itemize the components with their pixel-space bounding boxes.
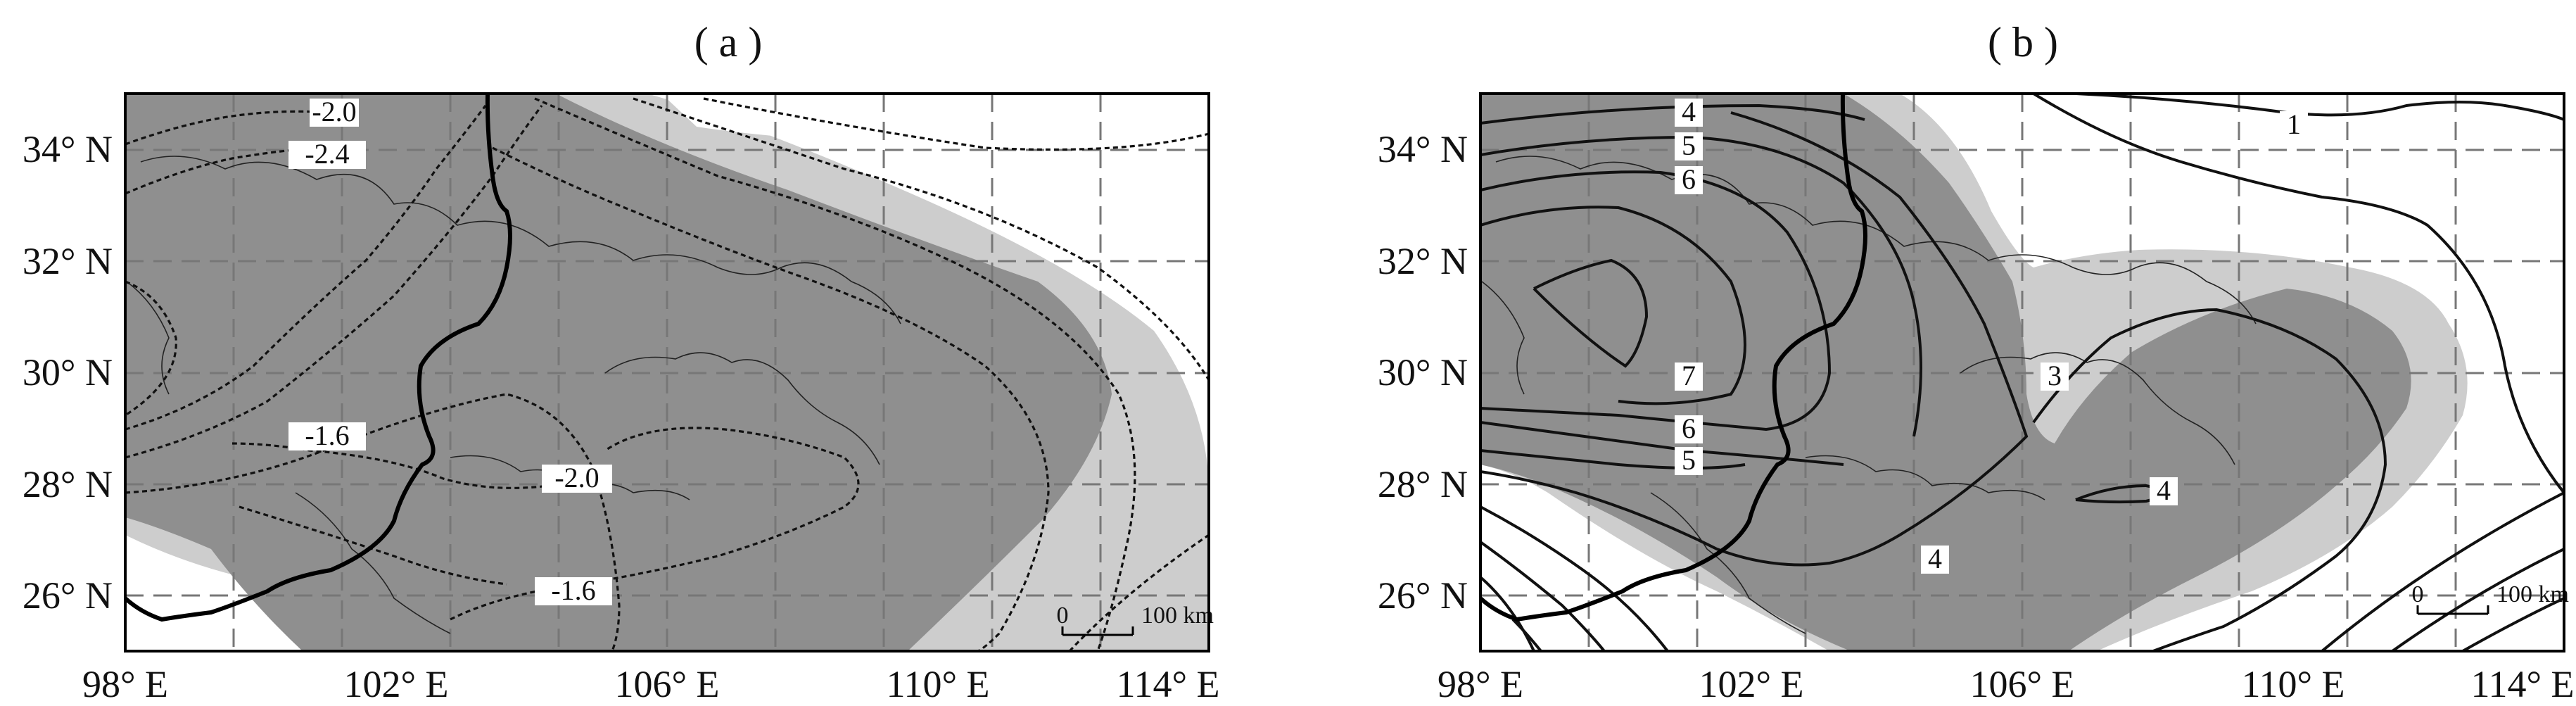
contour-label-b2: 5 [1682, 130, 1696, 161]
panel-a: ( a ) [23, 19, 1220, 705]
svg-text:98° E: 98° E [82, 663, 168, 705]
svg-text:28° N: 28° N [23, 463, 113, 505]
contour-label-b5: 6 [1682, 412, 1696, 444]
panel-a-contour-labels: -2.0 -2.4 -1.6 -2.0 -1.6 [288, 96, 612, 606]
svg-text:100 km: 100 km [2496, 581, 2569, 607]
panel-b-title: ( b ) [1988, 19, 2058, 65]
svg-text:110° E: 110° E [886, 663, 989, 705]
panel-b-contours [1480, 94, 2564, 651]
svg-text:32° N: 32° N [1378, 240, 1468, 282]
svg-text:110° E: 110° E [2241, 663, 2345, 705]
svg-text:102° E: 102° E [1699, 663, 1803, 705]
contour-label-a4: -2.0 [554, 462, 599, 493]
contour-label-a5: -1.6 [551, 574, 595, 606]
panel-a-white-patch [661, 94, 1209, 176]
svg-text:106° E: 106° E [614, 663, 719, 705]
svg-text:30° N: 30° N [23, 351, 113, 393]
svg-text:114° E: 114° E [1116, 663, 1219, 705]
panel-a-title: ( a ) [694, 19, 763, 65]
contour-label-b4: 7 [1682, 360, 1696, 391]
svg-text:32° N: 32° N [23, 240, 113, 282]
panel-b-frame [1479, 92, 2565, 653]
svg-text:98° E: 98° E [1438, 663, 1523, 705]
svg-text:106° E: 106° E [1969, 663, 2074, 705]
svg-text:34° N: 34° N [1378, 128, 1468, 170]
contour-label-a1: -2.0 [312, 96, 356, 127]
panel-a-x-axis: 98° E 102° E 106° E 110° E 114° E [82, 663, 1220, 705]
panel-a-grid [125, 94, 1209, 651]
panel-b-province-boundaries [1481, 156, 2257, 634]
contour-label-a2: -2.4 [305, 138, 349, 170]
panel-b-contour-labels: 4 5 6 7 6 5 4 3 1 4 [1675, 96, 2308, 574]
panel-b: ( b ) [1378, 19, 2575, 705]
contour-label-a3: -1.6 [305, 420, 349, 451]
panel-b-y-axis: 34° N 32° N 30° N 28° N 26° N [1378, 128, 1468, 617]
svg-text:0: 0 [1057, 603, 1069, 629]
svg-text:30° N: 30° N [1378, 351, 1468, 393]
panel-b-white-patch [1480, 493, 1773, 651]
svg-text:26° N: 26° N [1378, 574, 1468, 617]
panel-a-y-axis: 34° N 32° N 30° N 28° N 26° N [23, 128, 113, 617]
panel-a-contours [125, 97, 1209, 651]
panel-b-grid [1480, 94, 2564, 651]
panel-b-scale-bar: 0 100 km [2412, 581, 2569, 615]
svg-text:26° N: 26° N [23, 574, 113, 617]
contour-label-b6: 5 [1682, 444, 1696, 476]
panel-a-river [125, 94, 512, 622]
svg-text:0: 0 [2412, 581, 2424, 607]
svg-text:114° E: 114° E [2470, 663, 2574, 705]
contour-label-b10: 4 [2157, 474, 2171, 506]
panel-a-scale-bar: 0 100 km [1057, 603, 1214, 636]
svg-text:28° N: 28° N [1378, 463, 1468, 505]
contour-label-b9: 1 [2287, 108, 2301, 140]
svg-text:100 km: 100 km [1141, 603, 1214, 629]
svg-text:34° N: 34° N [23, 128, 113, 170]
contour-label-b8: 3 [2048, 360, 2062, 391]
svg-text:102° E: 102° E [343, 663, 448, 705]
panel-b-river [1480, 94, 1867, 622]
panel-b-x-axis: 98° E 102° E 106° E 110° E 114° E [1438, 663, 2575, 705]
contour-label-b7: 4 [1928, 543, 1942, 574]
panel-a-frame [124, 92, 1210, 653]
contour-label-b1: 4 [1682, 96, 1696, 127]
contour-label-b3: 6 [1682, 163, 1696, 195]
